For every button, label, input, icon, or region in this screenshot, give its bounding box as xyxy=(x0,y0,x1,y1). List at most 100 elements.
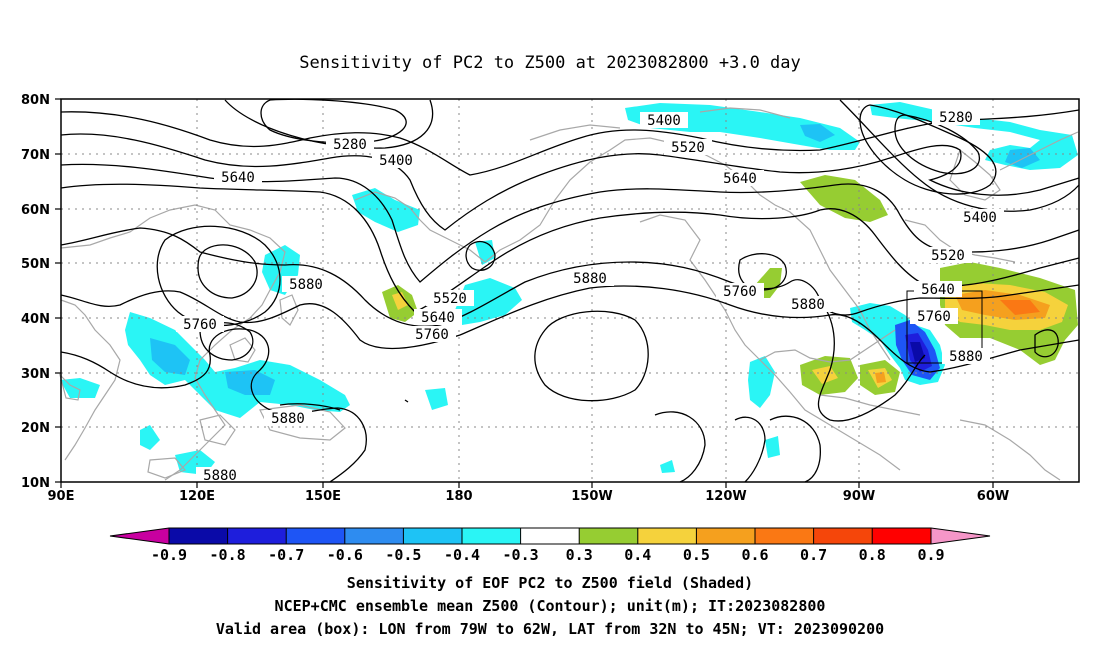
colorbar-label: 0.3 xyxy=(566,546,593,564)
shade-small-1 xyxy=(140,425,160,450)
colorbar-high-arrow xyxy=(931,528,990,544)
contour-label: 5880 xyxy=(942,348,990,365)
colorbar-label: -0.3 xyxy=(503,546,539,564)
shade-small-5 xyxy=(765,436,780,458)
shade-gulf-pos-core xyxy=(812,366,838,384)
lon-label: 150E xyxy=(305,489,341,504)
contour-label: 5400 xyxy=(372,152,420,169)
contour-label-text: 5760 xyxy=(917,309,951,325)
contour-label-text: 5640 xyxy=(221,170,255,186)
colorbar-cell xyxy=(579,528,638,544)
lat-label: 50N xyxy=(21,257,50,272)
contour-label: 5760 xyxy=(176,316,224,333)
sensitivity-shading xyxy=(60,102,1078,475)
caption: Sensitivity of EOF PC2 to Z500 field (Sh… xyxy=(216,574,884,638)
colorbar-cells xyxy=(169,528,931,544)
colorbar-low-arrow xyxy=(110,528,169,544)
contour-label-text: 5400 xyxy=(963,210,997,226)
shade-west-pacific-neg-core2 xyxy=(225,370,275,395)
lat-label: 20N xyxy=(21,421,50,436)
colorbar-label: 0.6 xyxy=(741,546,768,564)
contour-label-text: 5280 xyxy=(333,137,367,153)
contour-label-text: 5640 xyxy=(921,282,955,298)
latitude-labels: 80N 70N 60N 50N 40N 30N 20N 10N xyxy=(21,93,50,491)
colorbar-cell xyxy=(872,528,931,544)
shade-florida-pos-inner xyxy=(875,372,886,383)
contour-label: 5640 xyxy=(716,170,764,187)
contour-label-text: 5280 xyxy=(939,110,973,126)
shade-central-pacific-neg xyxy=(455,278,522,325)
caption-line-1: Sensitivity of EOF PC2 to Z500 field (Sh… xyxy=(347,574,753,592)
contour-label: 5400 xyxy=(640,112,688,129)
map-frame xyxy=(60,98,1080,483)
contour-label: 5880 xyxy=(196,467,244,484)
contour-label: 5880 xyxy=(784,296,832,313)
lon-label: 60W xyxy=(977,489,1009,504)
shade-arctic-neg-core xyxy=(800,124,835,142)
contour-label: 5760 xyxy=(408,326,456,343)
colorbar-label: -0.4 xyxy=(444,546,480,564)
colorbar-label: -0.5 xyxy=(385,546,421,564)
contour-label-text: 5640 xyxy=(421,310,455,326)
contour-label: 5640 xyxy=(214,169,262,186)
lon-label: 180 xyxy=(445,489,472,504)
shade-dateline-pos-core xyxy=(392,292,408,310)
shade-west-pacific-neg-core xyxy=(150,338,190,375)
contour-label: 5880 xyxy=(566,270,614,287)
colorbar-label: 0.7 xyxy=(800,546,827,564)
lon-label: 150W xyxy=(571,489,612,504)
contour-label-text: 5520 xyxy=(671,140,705,156)
z500-contours xyxy=(60,98,1080,483)
contour-label-text: 5880 xyxy=(573,271,607,287)
shade-west-pacific-neg xyxy=(125,312,350,418)
contour-label: 5880 xyxy=(264,410,312,427)
lat-label: 30N xyxy=(21,367,50,382)
lat-label: 80N xyxy=(21,93,50,108)
lon-label: 90E xyxy=(48,489,75,504)
shade-atlantic-pos-inner xyxy=(1000,300,1040,315)
contour-label: 5520 xyxy=(426,290,474,307)
contour-label-text: 5760 xyxy=(183,317,217,333)
shade-east-coast-neg-inner xyxy=(910,342,925,362)
colorbar: -0.9 -0.8 -0.7 -0.6 -0.5 -0.4 -0.3 0.3 0… xyxy=(109,527,991,564)
tick-marks xyxy=(55,98,994,488)
contour-label-text: 5880 xyxy=(203,468,237,484)
lat-label: 40N xyxy=(21,312,50,327)
lon-label: 120W xyxy=(705,489,746,504)
contour-label-text: 5520 xyxy=(931,248,965,264)
contour-label-text: 5760 xyxy=(723,284,757,300)
colorbar-cell xyxy=(637,528,697,544)
colorbar-label: 0.8 xyxy=(859,546,886,564)
figure-title: Sensitivity of PC2 to Z500 at 2023082800… xyxy=(299,53,801,73)
colorbar-label: 0.5 xyxy=(683,546,710,564)
colorbar-cell xyxy=(344,528,404,544)
contour-label: 5640 xyxy=(414,309,462,326)
colorbar-outline xyxy=(109,527,991,545)
colorbar-label: -0.7 xyxy=(268,546,304,564)
contour-label: 5880 xyxy=(282,276,330,293)
colorbar-labels: -0.9 -0.8 -0.7 -0.6 -0.5 -0.4 -0.3 0.3 0… xyxy=(151,546,945,564)
shade-small-3 xyxy=(60,378,100,398)
colorbar-cell xyxy=(286,528,345,544)
lon-label: 120E xyxy=(179,489,215,504)
contour-label: 5280 xyxy=(326,136,374,153)
colorbar-cell xyxy=(813,528,873,544)
colorbar-cell xyxy=(520,528,580,544)
caption-line-3: Valid area (box): LON from 79W to 62W, L… xyxy=(216,620,884,638)
contour-label-text: 5880 xyxy=(289,277,323,293)
lat-label: 10N xyxy=(21,476,50,491)
contour-label: 5520 xyxy=(924,247,972,264)
longitude-labels: 90E 120E 150E 180 150W 120W 90W 60W xyxy=(48,489,1010,504)
colorbar-cell xyxy=(403,528,462,544)
contour-label-text: 5880 xyxy=(791,297,825,313)
contour-label-text: 5880 xyxy=(949,349,983,365)
lon-label: 90W xyxy=(843,489,875,504)
shade-small-4 xyxy=(425,388,448,410)
contour-label-text: 5520 xyxy=(433,291,467,307)
contour-label-text: 5640 xyxy=(723,171,757,187)
contour-labels: 5280 5400 5640 5880 5760 5880 5880 5520 … xyxy=(176,109,1004,484)
colorbar-cell xyxy=(462,528,521,544)
colorbar-cell xyxy=(227,528,287,544)
lat-label: 70N xyxy=(21,148,50,163)
